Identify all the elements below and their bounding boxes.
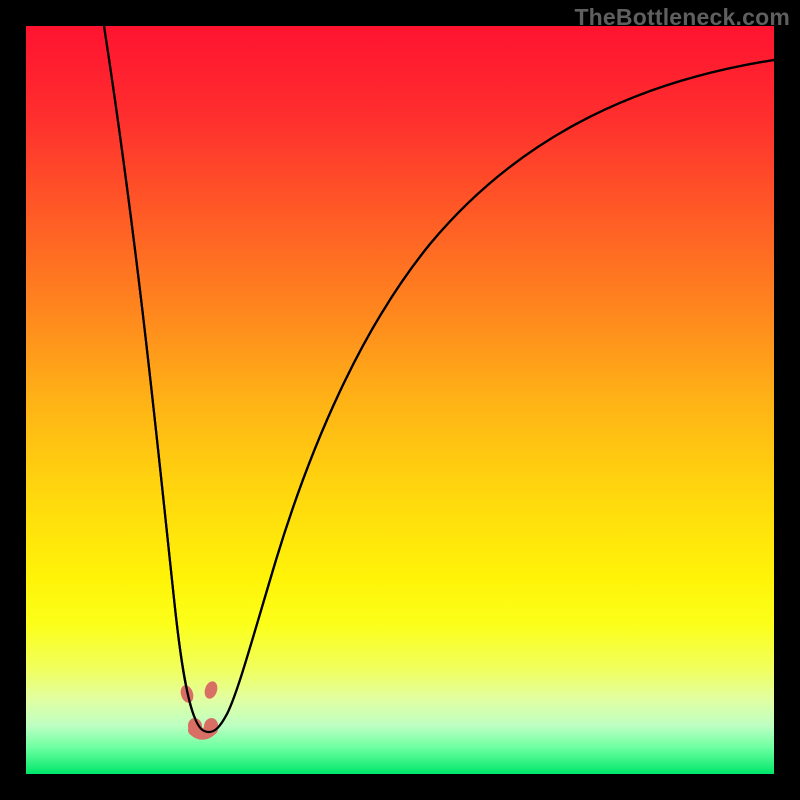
- chart-container: TheBottleneck.com: [0, 0, 800, 800]
- plot-background-gradient: [26, 26, 774, 774]
- watermark-text: TheBottleneck.com: [574, 4, 790, 31]
- bottleneck-chart: [0, 0, 800, 800]
